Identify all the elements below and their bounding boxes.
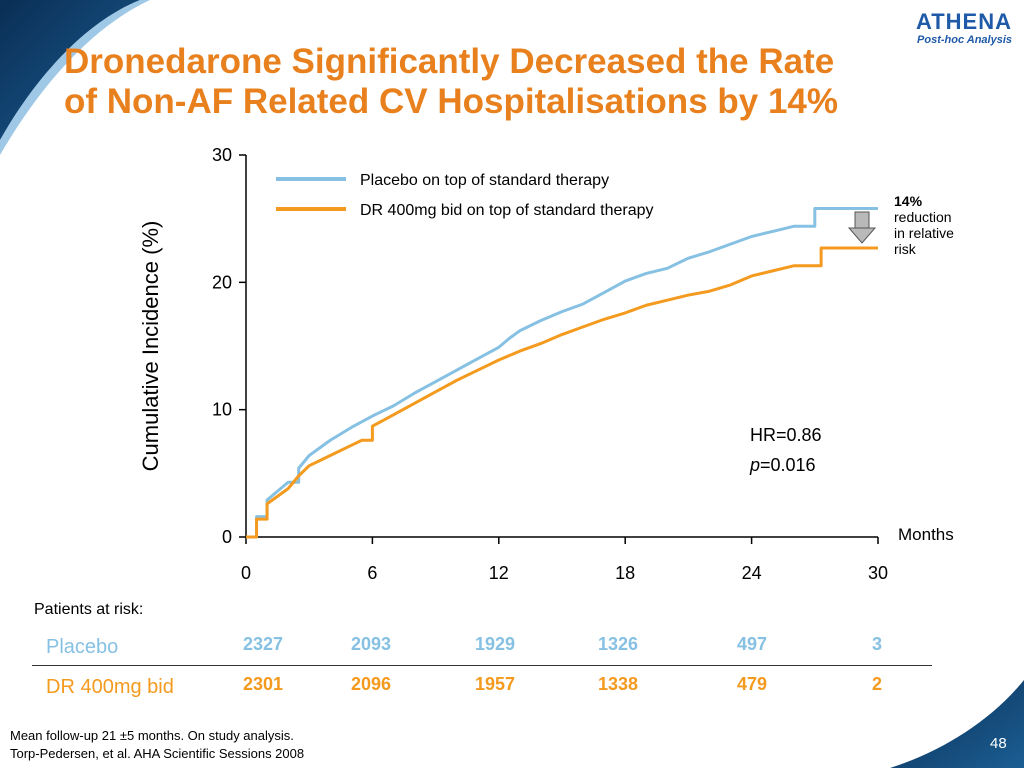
page-number: 48 — [990, 735, 1007, 752]
risk-cell: 2093 — [350, 634, 392, 654]
x-tick-label: 12 — [489, 563, 509, 583]
y-tick-label: 10 — [212, 400, 232, 420]
legend-label-placebo: Placebo on top of standard therapy — [360, 172, 609, 189]
patients-at-risk-title: Patients at risk: — [34, 601, 144, 618]
x-tick-label: 6 — [367, 563, 377, 583]
title-line-2: of Non-AF Related CV Hospitalisations by… — [64, 82, 838, 121]
x-tick-label: 18 — [615, 563, 635, 583]
risk-label-dronedarone: DR 400mg bid — [46, 676, 174, 698]
risk-table-divider — [32, 665, 932, 666]
dronedarone-series-line — [246, 246, 878, 539]
risk-label-placebo: Placebo — [46, 636, 119, 658]
risk-cell: 2301 — [242, 674, 284, 694]
y-tick-label: 0 — [222, 527, 232, 547]
x-tick-label: 0 — [241, 563, 251, 583]
reduction-line-2: in relative — [894, 225, 954, 241]
hazard-ratio-box: HR=0.86 p=0.016 — [750, 420, 822, 480]
chart-legend: Placebo on top of standard therapy DR 400… — [276, 172, 654, 219]
footnote-line-1: Mean follow-up 21 ±5 months. On study an… — [10, 728, 294, 743]
risk-reduction-annotation: 14% reduction in relative risk — [894, 193, 1014, 257]
risk-cell: 2327 — [242, 634, 284, 654]
chart-series — [246, 206, 878, 539]
reduction-arrow — [847, 211, 877, 244]
slide-title: Dronedarone Significantly Decreased the … — [64, 42, 964, 122]
p-value-line: p=0.016 — [750, 450, 822, 480]
reduction-percent: 14% — [894, 193, 923, 209]
placebo-series-line — [246, 206, 878, 539]
logo-brand-text: ATHENA — [915, 9, 1012, 34]
footnote: Mean follow-up 21 ±5 months. On study an… — [10, 727, 304, 763]
p-value: =0.016 — [760, 455, 816, 475]
x-axis-label: Months — [898, 525, 954, 544]
legend-label-dronedarone: DR 400mg bid on top of standard therapy — [360, 202, 654, 219]
footnote-line-2: Torp-Pedersen, et al. AHA Scientific Ses… — [10, 746, 305, 761]
bottom-right-swoosh — [890, 680, 1024, 768]
hazard-ratio: HR=0.86 — [750, 425, 822, 445]
top-left-swoosh — [0, 0, 140, 140]
p-symbol: p — [750, 455, 761, 475]
logo-subtext: Post-hoc Analysis — [917, 34, 1012, 46]
y-axis-label: Cumulative Incidence (%) — [138, 221, 163, 472]
athena-logo: ATHENA Post-hoc Analysis — [916, 10, 1012, 47]
risk-cell: 1326 — [597, 634, 639, 654]
risk-cell: 3 — [871, 634, 882, 654]
x-tick-label: 24 — [742, 563, 762, 583]
risk-cell: 1338 — [597, 674, 639, 694]
risk-cell: 1929 — [474, 634, 516, 654]
risk-cell: 479 — [736, 674, 768, 694]
reduction-line-3: risk — [894, 241, 916, 257]
risk-cell: 1957 — [474, 674, 516, 694]
reduction-line-1: reduction — [894, 209, 952, 225]
y-tick-label: 30 — [212, 145, 232, 165]
risk-cell: 2 — [871, 674, 882, 694]
title-line-1: Dronedarone Significantly Decreased the … — [64, 42, 835, 81]
risk-cell: 497 — [736, 634, 768, 654]
x-tick-label: 30 — [868, 563, 888, 583]
y-tick-label: 20 — [212, 272, 232, 292]
risk-cell: 2096 — [350, 674, 392, 694]
